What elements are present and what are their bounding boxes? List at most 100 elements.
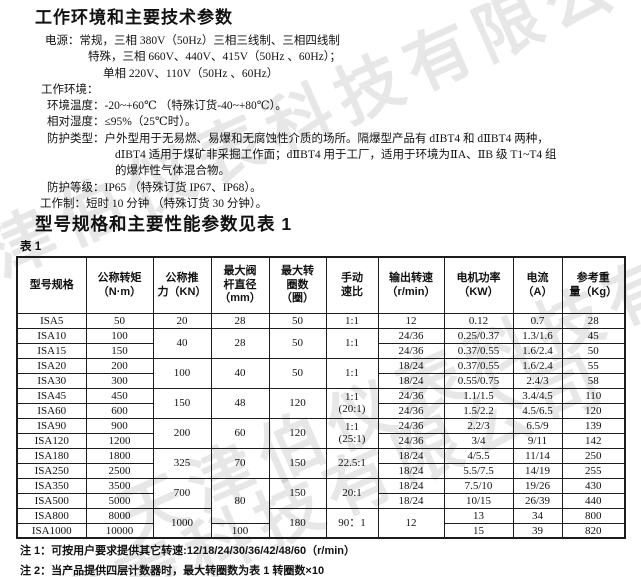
- cell-current: 1.6/2.4: [512, 357, 563, 374]
- section2-title: 型号规格和主要性能参数见表 1: [35, 214, 293, 235]
- cell-power: 3/4: [443, 432, 514, 449]
- cell-model: ISA30: [16, 372, 87, 389]
- table-label: 表 1: [20, 241, 42, 254]
- col-power: 电机功率 （KW）: [443, 256, 514, 314]
- cell-weight: 440: [561, 492, 626, 509]
- cell-weight: 120: [561, 402, 626, 419]
- cell-weight: 50: [561, 342, 626, 359]
- cell-torque: 300: [85, 372, 154, 389]
- cell-model: ISA20: [16, 357, 87, 374]
- cell-thrust: 150: [152, 387, 212, 419]
- cell-weight: 250: [561, 447, 626, 464]
- cell-torque: 2500: [85, 462, 154, 479]
- col-thrust: 公称推 力（KN）: [152, 256, 212, 314]
- table-header-row: 型号规格 公称转矩 （N·m） 公称推 力（KN） 最大阀 杆直径 （mm） 最…: [16, 256, 626, 314]
- footnotes: 注 1：可按用户要求提供其它转速:12/18/24/30/36/42/48/60…: [0, 545, 641, 577]
- cell-speed: 18/24: [377, 462, 445, 479]
- cell-torque: 100: [85, 327, 154, 344]
- cell-ratio: 1:1 (25:1): [325, 417, 379, 449]
- cell-ratio: 1:1: [325, 357, 379, 389]
- cell-speed: 18/24: [377, 447, 445, 464]
- cell-thrust: 200: [152, 417, 212, 449]
- cell-ratio: 1:1: [325, 327, 379, 359]
- cell-model: ISA5: [16, 312, 87, 329]
- cell-stem: 100: [210, 522, 270, 539]
- spec-line-ip-rating: 防护等级：IP65 （特殊订货 IP67、IP68）。: [47, 181, 262, 194]
- cell-power: 0.12: [443, 312, 514, 329]
- cell-speed: 18/24: [377, 477, 445, 494]
- cell-weight: 28: [561, 312, 626, 329]
- cell-speed: 24/36: [377, 402, 445, 419]
- table-row: ISA1000 10000 100 15 39 820: [16, 522, 626, 539]
- col-turns: 最大转 圈数 （圈）: [268, 256, 327, 314]
- cell-stem: 80: [210, 477, 270, 524]
- cell-power: 1.1/1.5: [443, 387, 514, 404]
- cell-torque: 150: [85, 342, 154, 359]
- spec-line-humidity: 相对湿度：≤95%（25℃时）。: [47, 116, 197, 129]
- cell-turns: 180: [268, 507, 327, 539]
- cell-turns: 50: [268, 327, 327, 359]
- table-row: ISA800 8000 1000 180 90：1 12 13 34 800: [16, 507, 626, 539]
- cell-current: 9/11: [512, 432, 563, 449]
- cell-speed: 18/24: [377, 372, 445, 389]
- cell-turns: 120: [268, 417, 327, 449]
- table-row: ISA180 1800 325 70 150 22.5:1 18/24 4/5.…: [16, 447, 626, 479]
- cell-speed: 12: [377, 507, 445, 539]
- table-row: ISA45 450 150 48 120 1:1 (20:1) 24/36 1.…: [16, 387, 626, 419]
- cell-speed: 18/24: [377, 492, 445, 509]
- cell-thrust: 1000: [152, 507, 212, 539]
- spec-line-environment: 工作环境：: [41, 83, 99, 96]
- cell-torque: 1200: [85, 432, 154, 449]
- cell-weight: 110: [561, 387, 626, 404]
- cell-current: 2.4/3: [512, 372, 563, 389]
- cell-current: 11/14: [512, 447, 563, 464]
- col-current: 电流 （A）: [512, 256, 563, 314]
- spec-table: 型号规格 公称转矩 （N·m） 公称推 力（KN） 最大阀 杆直径 （mm） 最…: [16, 256, 626, 540]
- cell-weight: 820: [561, 522, 626, 539]
- cell-speed: 24/36: [377, 417, 445, 434]
- cell-current: 1.3/1.6: [512, 327, 563, 344]
- cell-power: 2.2/3: [443, 417, 514, 434]
- spec-line-protection-cont2: 的爆炸性气体混合物。: [115, 165, 230, 178]
- cell-ratio: 22.5:1: [325, 447, 379, 479]
- col-torque: 公称转矩 （N·m）: [85, 256, 154, 314]
- cell-turns: 150: [268, 477, 327, 509]
- cell-stem: 40: [210, 357, 270, 389]
- table-row: ISA20 200 100 40 50 1:1 18/24 0.37/0.55 …: [16, 357, 626, 389]
- cell-model: ISA800: [16, 507, 87, 524]
- cell-torque: 50: [85, 312, 154, 329]
- cell-speed: 12: [377, 312, 445, 329]
- cell-model: ISA120: [16, 432, 87, 449]
- cell-model: ISA60: [16, 402, 87, 419]
- cell-stem: 70: [210, 447, 270, 479]
- cell-current: 34: [512, 507, 563, 524]
- table-row: ISA120 1200 24/36 3/4 9/11 142: [16, 432, 626, 449]
- cell-ratio: 1:1: [325, 312, 379, 329]
- col-model: 型号规格: [16, 256, 87, 314]
- cell-current: 3.4/4.5: [512, 387, 563, 404]
- cell-stem: 60: [210, 417, 270, 449]
- spec-line-temperature: 环境温度：-20~+60℃ （特殊订货-40~+80℃）。: [47, 100, 287, 113]
- cell-torque: 450: [85, 387, 154, 404]
- spec-line-duty: 工作制：短时 10 分钟 （特殊订货 30 分钟）。: [40, 197, 268, 210]
- cell-model: ISA10: [16, 327, 87, 344]
- table-row: ISA350 3500 700 80 150 20:1 18/24 7.5/10…: [16, 477, 626, 524]
- cell-speed: 24/36: [377, 432, 445, 449]
- cell-power: 15: [443, 522, 514, 539]
- cell-speed: 24/36: [377, 387, 445, 404]
- cell-current: 1.6/2.4: [512, 342, 563, 359]
- col-ratio: 手动 速比: [325, 256, 379, 314]
- spec-line-power: 电源：常规，三相 380V（50Hz）三相三线制、三相四线制: [45, 35, 340, 47]
- cell-torque: 8000: [85, 507, 154, 524]
- spec-line-protection-type: 防护类型：户外型用于无易燃、易爆和无腐蚀性介质的场所。隔爆型产品有 dⅠBT4 …: [47, 132, 549, 145]
- cell-torque: 900: [85, 417, 154, 434]
- cell-current: 14/19: [512, 462, 563, 479]
- cell-power: 5.5/7.5: [443, 462, 514, 479]
- table-row: ISA60 600 24/36 1.5/2.2 4.5/6.5 120: [16, 402, 626, 419]
- cell-torque: 5000: [85, 492, 154, 509]
- cell-turns: 120: [268, 387, 327, 419]
- cell-weight: 45: [561, 327, 626, 344]
- table-row: ISA10 100 40 28 50 1:1 24/36 0.25/0.37 1…: [16, 327, 626, 359]
- cell-torque: 3500: [85, 477, 154, 494]
- cell-torque: 1800: [85, 447, 154, 464]
